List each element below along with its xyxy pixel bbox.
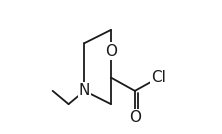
Text: O: O (129, 110, 141, 125)
Text: O: O (105, 44, 117, 59)
Text: N: N (79, 83, 90, 98)
Text: Cl: Cl (151, 70, 166, 85)
